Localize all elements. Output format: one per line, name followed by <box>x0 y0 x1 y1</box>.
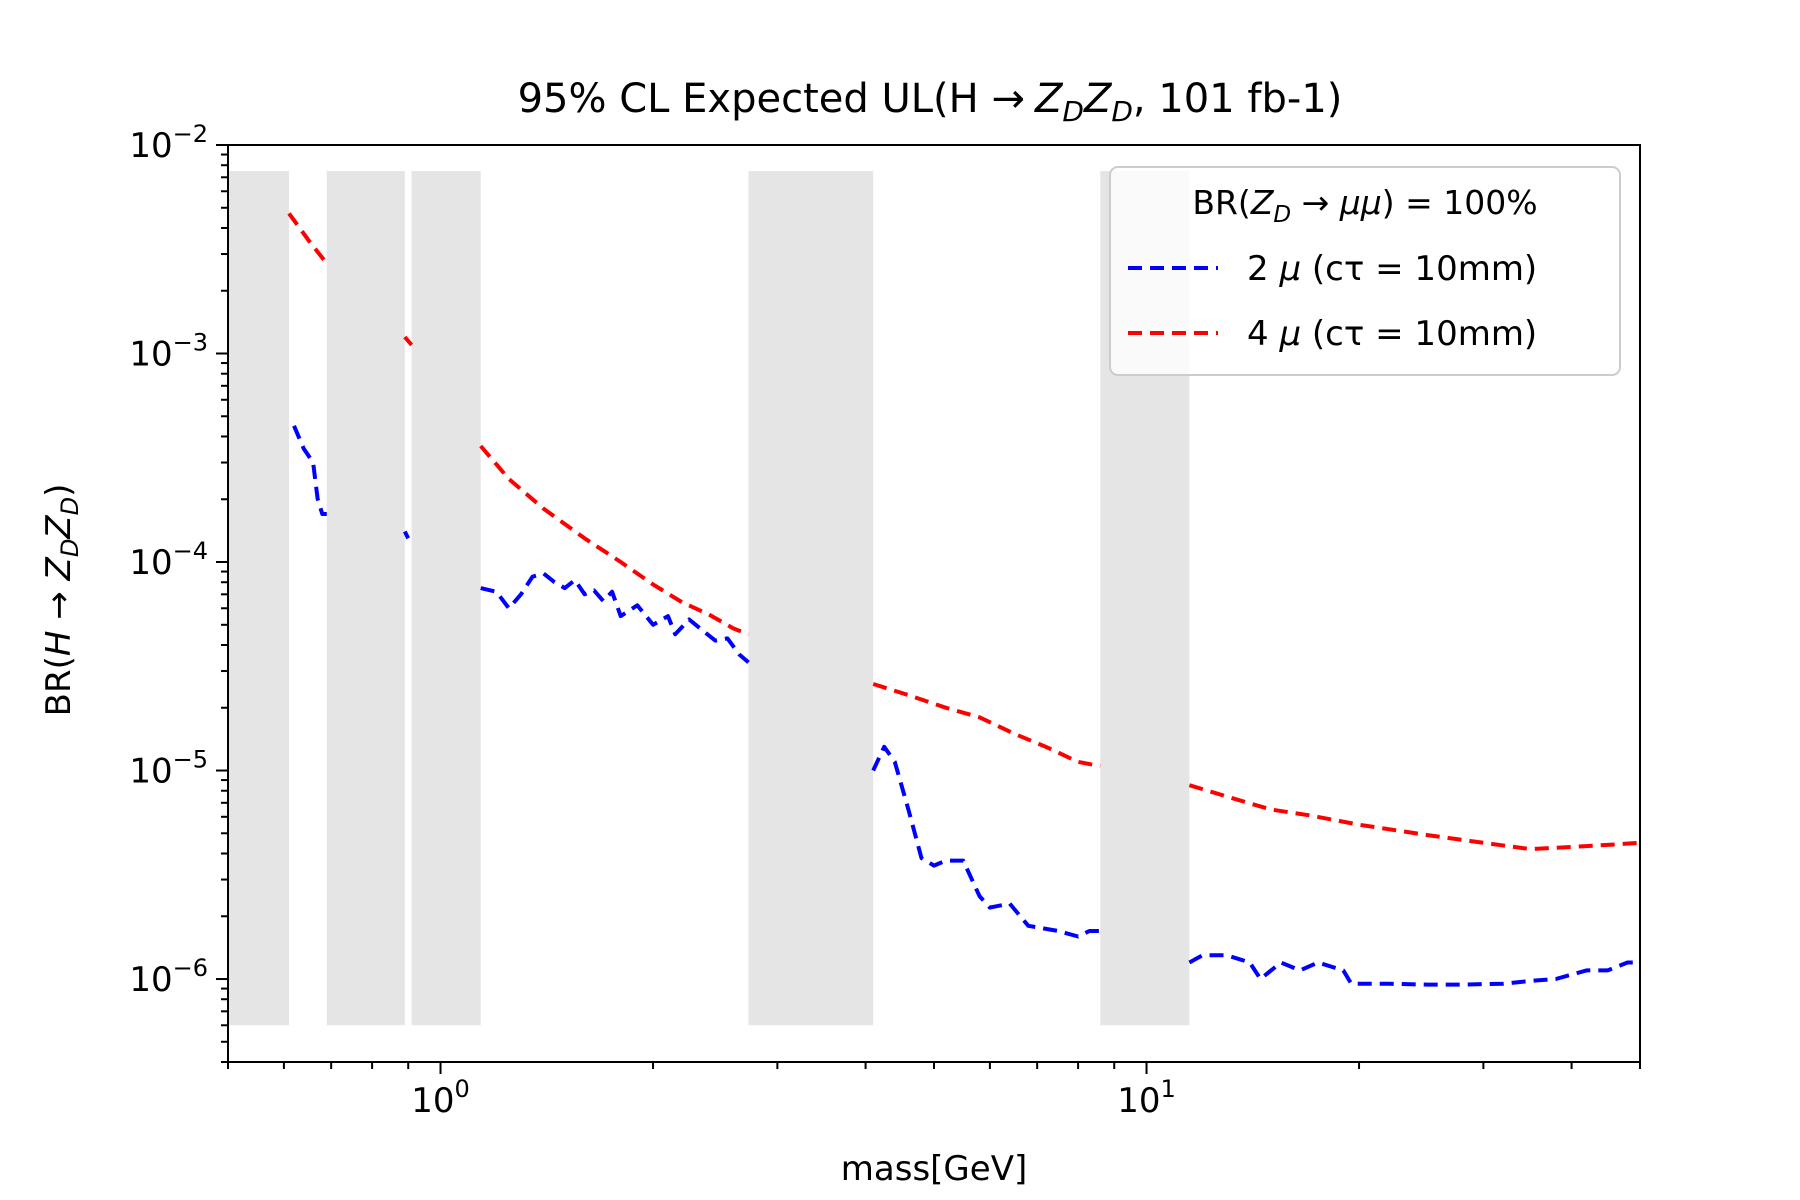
legend-title-arrow: → <box>1291 183 1340 222</box>
y-label-z1: Z <box>39 556 79 581</box>
chart-title: 95% CL Expected UL(H → ZDZD, 101 fb-1) <box>518 76 1343 128</box>
series-line-4mu <box>403 335 414 347</box>
legend-box <box>1109 166 1621 376</box>
excluded-region <box>228 171 289 1026</box>
axis-ticks <box>216 144 1641 1074</box>
y-label-sub1: D <box>56 539 84 557</box>
x-tick-label: 101 <box>1117 1075 1176 1121</box>
series-line-2mu <box>871 744 1101 939</box>
y-tick-label: 10−3 <box>129 329 208 375</box>
chart-title-arrow: → <box>991 76 1025 122</box>
y-label-close: ) <box>39 484 79 497</box>
y-tick-label: 10−5 <box>129 746 208 792</box>
excluded-regions <box>228 171 1190 1026</box>
legend-title-sub: D <box>1273 202 1291 228</box>
chart-title-sub1: D <box>1062 95 1084 128</box>
legend-title-z: Z <box>1250 183 1275 222</box>
x-tick-label: 100 <box>411 1075 470 1121</box>
legend-label-4mu: 4 μ (cτ = 10mm) <box>1247 314 1537 354</box>
series-line-4mu <box>287 212 329 265</box>
y-label-z2: Z <box>39 515 79 540</box>
legend-title: BR(ZD → μμ) = 100% <box>1192 183 1537 228</box>
series-line-4mu <box>1188 783 1641 852</box>
excluded-region <box>411 171 481 1026</box>
y-tick-label: 10−4 <box>129 537 208 583</box>
excluded-region <box>326 171 405 1026</box>
chart-title-zd2: Z <box>1083 76 1113 122</box>
series-line-2mu <box>480 571 750 664</box>
y-label-h: H <box>39 631 79 657</box>
y-label-prefix: BR( <box>39 656 79 716</box>
excluded-region <box>748 171 874 1026</box>
series-line-2mu <box>403 530 410 540</box>
series-line-2mu <box>292 425 327 516</box>
y-tick-label: 10−6 <box>129 954 208 1000</box>
y-tick-label: 10−2 <box>129 120 208 166</box>
legend-title-mumu: μμ <box>1339 183 1382 222</box>
axis-tick-labels: 100 101 10−6 10−5 10−4 10−3 10−2 <box>129 120 1175 1121</box>
chart-title-suffix: , 101 fb-1) <box>1133 76 1342 122</box>
chart-title-sub2: D <box>1111 95 1133 128</box>
legend-title-prefix: BR( <box>1192 183 1250 222</box>
legend-title-suffix: ) = 100% <box>1382 183 1538 222</box>
legend: BR(ZD → μμ) = 100% 2 μ (cτ = 10mm) 4 μ (… <box>1109 166 1621 376</box>
y-axis-label: BR(H → ZDZD) <box>39 484 84 717</box>
series-lines <box>287 212 1641 987</box>
legend-label-2mu: 2 μ (cτ = 10mm) <box>1247 249 1537 289</box>
y-label-sub2: D <box>56 497 84 515</box>
chart-title-zd1: Z <box>1034 76 1064 122</box>
chart-title-prefix: 95% CL Expected UL(H <box>518 76 992 122</box>
series-line-2mu <box>1188 953 1640 987</box>
series-line-4mu <box>479 444 750 637</box>
y-label-arrow: → <box>39 580 79 630</box>
x-axis-label: mass[GeV] <box>841 1149 1027 1189</box>
